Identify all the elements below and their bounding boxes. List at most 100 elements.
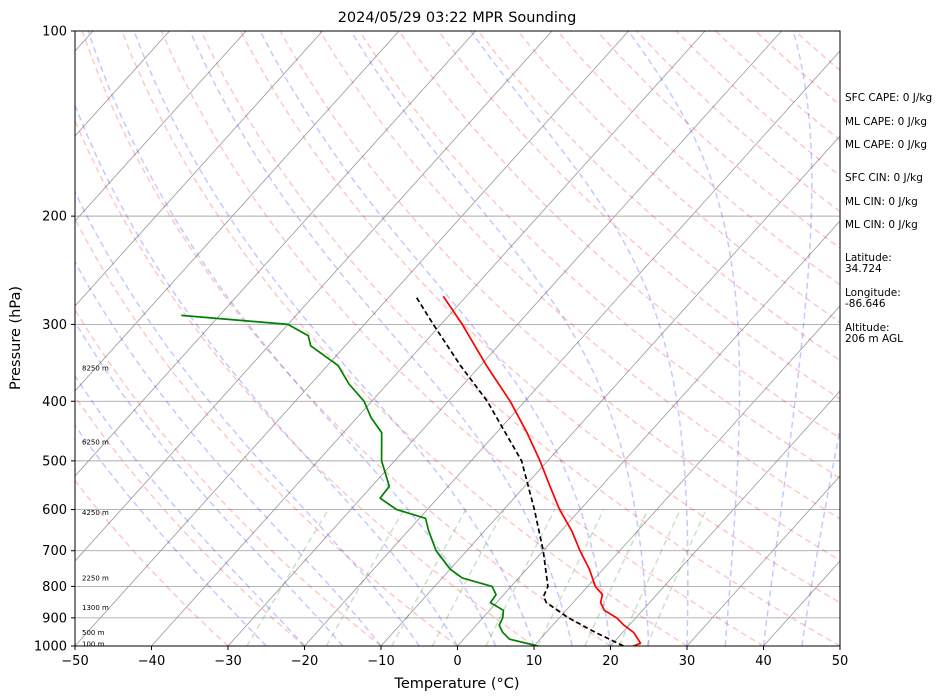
x-tick-label: −20 [291,654,318,669]
x-tick-label: 40 [755,654,772,669]
ml-cin-text-1: ML CIN: 0 J/kg [845,196,918,208]
height-labels: 100 m 500 m 1300 m 2250 m 4250 m 6250 m 8250 m [82,364,109,648]
dry-adiabat-line [517,31,840,324]
temperature-profile [442,295,642,646]
y-tick-label: 300 [42,318,67,333]
dry-adiabat-line [477,31,840,362]
x-tick-label: −40 [138,654,165,669]
mixing-ratio-line [645,509,707,646]
mixing-ratio-line [431,509,505,646]
axis-ticks: −50 −40 −30 −20 −10 0 10 20 30 40 50 1000 900 800 700 6… [34,25,848,670]
ml-cape-text-1: ML CAPE: 0 J/kg [845,116,928,128]
latitude-label: Latitude: [845,252,892,264]
height-label: 6250 m [82,439,109,447]
reference-lines [75,31,840,646]
longitude-label: Longitude: [845,287,901,299]
y-tick-label: 600 [42,503,67,518]
x-tick-label: −10 [367,654,394,669]
x-tick-label: 20 [602,654,619,669]
plot-frame [74,30,841,647]
x-tick-label: 10 [526,654,543,669]
isotherm-line [380,135,840,646]
moist-adiabat-line [801,424,840,646]
height-label: 500 m [82,629,105,637]
altitude-value: 206 m AGL [845,333,903,345]
moist-adiabat-line [75,190,420,646]
moist-adiabat-line [189,31,574,646]
dry-adiabat-line [121,31,688,646]
dry-adiabat-line [75,395,305,646]
dewpoint-profile [181,314,538,646]
mixing-ratio-line [325,509,405,646]
isotherm-line [151,31,706,646]
x-tick-label: 30 [679,654,696,669]
dry-adiabat-line [239,31,840,604]
moist-adiabat-line [75,103,459,646]
moist-adiabat-line [627,31,741,646]
isotherm-line [227,31,782,646]
moist-adiabat-line [87,31,497,646]
mixing-ratio-line [246,509,330,646]
isotherm-line [304,50,840,646]
ml-cin-text-2: ML CIN: 0 J/kg [845,219,918,231]
height-label: 4250 m [82,509,109,517]
latitude-value: 34.724 [845,263,882,275]
isotherm-line [75,31,323,307]
isotherm-line [75,31,247,222]
isotherm-line [686,475,840,646]
moist-adiabat-line [350,31,650,646]
moist-adiabat-line [762,31,813,646]
isotherm-line [610,390,840,646]
parcel-profile [415,295,624,646]
dry-adiabat-line [319,31,840,520]
y-tick-label: 400 [42,395,67,410]
y-tick-label: 200 [42,210,67,225]
height-label: 100 m [82,640,105,648]
isotherm-line [75,31,170,137]
moist-adiabat-line [259,31,612,646]
moist-adiabat-line [470,31,689,646]
height-label: 2250 m [82,574,109,582]
y-tick-label: 500 [42,454,67,469]
mixing-ratio-line [391,509,467,646]
dry-adiabat-line [75,118,535,646]
x-axis-label: Temperature (°C) [393,676,519,692]
mixing-ratio-line [618,509,682,646]
dry-adiabat-line [75,217,458,646]
isotherm-line [457,220,840,646]
moist-adiabat-line [75,424,267,646]
isotherm-line [75,31,476,477]
x-tick-label: −50 [61,654,88,669]
dry-adiabat-line [160,31,764,646]
chart-title: 2024/05/29 03:22 MPR Sounding [338,10,577,26]
y-tick-label: 100 [42,25,67,40]
moist-adiabat-line [75,260,382,646]
isotherm-line [533,305,840,646]
height-label: 8250 m [82,364,109,372]
longitude-value: -86.646 [845,298,886,310]
sfc-cape-text: SFC CAPE: 0 J/kg [845,92,933,104]
dry-adiabat-line [81,31,611,646]
dry-adiabat-line [200,31,840,646]
mixing-ratio-line [584,509,649,646]
ml-cape-text-2: ML CAPE: 0 J/kg [845,139,928,151]
dry-adiabat-line [75,479,229,646]
isotherm-line [75,31,400,392]
isotherm-line [75,31,553,562]
y-tick-label: 700 [42,544,67,559]
x-tick-label: 50 [832,654,849,669]
y-tick-label: 1000 [34,640,67,655]
isotherm-line [75,31,629,646]
height-label: 1300 m [82,604,109,612]
altitude-label: Altitude: [845,322,890,334]
moist-adiabat-line [133,31,535,646]
dry-adiabat-line [75,308,382,646]
x-tick-label: −30 [214,654,241,669]
dry-adiabat-line [556,31,840,286]
profile-lines [181,295,642,646]
y-axis-label: Pressure (hPa) [8,286,24,390]
dry-adiabat-line [279,31,840,562]
mixing-ratio-line [537,509,605,646]
y-tick-label: 900 [42,611,67,626]
